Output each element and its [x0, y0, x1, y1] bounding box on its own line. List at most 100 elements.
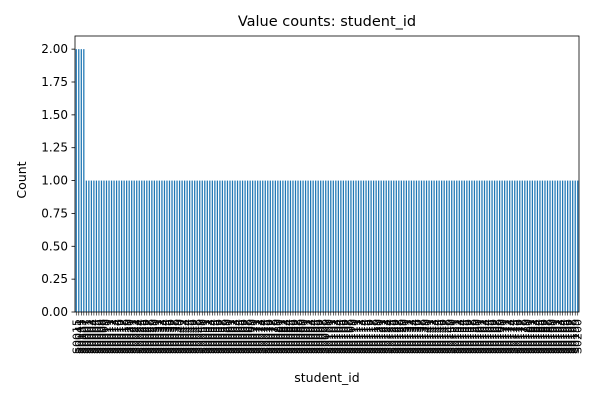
x-tick-label: S0017 [116, 319, 129, 354]
x-tick-label: S0067 [239, 319, 252, 354]
x-tick-label: S0188 [542, 319, 555, 354]
bar [476, 180, 478, 312]
bar [378, 180, 380, 312]
x-tick-label: S0181 [524, 319, 537, 354]
x-tick-label: S0104 [332, 319, 345, 354]
x-tick-label: S0018 [118, 319, 131, 354]
bar [219, 180, 221, 312]
bar [526, 180, 528, 312]
x-tick-label: S0008 [95, 319, 108, 354]
x-tick-label: S0194 [557, 319, 570, 354]
x-tick-label: S0027 [141, 319, 154, 354]
bar [204, 180, 206, 312]
x-tick-label: S0062 [227, 319, 240, 354]
x-tick-label: S0050 [196, 319, 209, 354]
bar [264, 180, 266, 312]
bar [297, 180, 299, 312]
x-tick-label: S0190 [547, 319, 560, 354]
x-tick-label: S0127 [390, 319, 403, 354]
x-tick-label: S0026 [138, 319, 151, 354]
x-tick-label: S0169 [494, 319, 507, 354]
x-tick-label: S0089 [295, 319, 308, 354]
x-tick-label: S0045 [184, 319, 197, 354]
x-tick-label: S0161 [473, 319, 486, 354]
x-tick-label: S0099 [320, 319, 333, 354]
bar [544, 180, 546, 312]
x-tick-label: S0043 [179, 319, 192, 354]
bar [211, 180, 213, 312]
bar [357, 180, 360, 312]
bar [83, 49, 85, 313]
x-tick-label: S0004 [88, 319, 101, 354]
x-tick-label: S0100 [322, 319, 335, 354]
bar [327, 180, 329, 312]
bar [370, 180, 372, 312]
x-tick-label: S0138 [416, 319, 429, 354]
bar [317, 180, 319, 312]
x-tick-label: S0177 [514, 319, 527, 354]
x-tick-label: S0111 [350, 319, 363, 354]
bar [337, 180, 339, 312]
x-tick-label: S0032 [153, 319, 166, 354]
bar [405, 180, 408, 312]
x-tick-label: S0119 [370, 319, 383, 354]
x-tick-label: S0106 [337, 319, 350, 354]
bar [400, 180, 402, 312]
bar [458, 180, 460, 312]
x-tick-label: S0055 [209, 319, 222, 354]
bar [493, 180, 496, 312]
bar [448, 180, 450, 312]
bar [105, 180, 108, 312]
bar [395, 180, 397, 312]
bar [224, 180, 226, 312]
y-tick-label: 1.75 [41, 75, 68, 89]
bar [549, 180, 551, 312]
x-tick-label: S0061 [224, 319, 237, 354]
x-tick-label: S0025 [136, 319, 149, 354]
x-tick-label: S0010 [101, 319, 114, 354]
bar [468, 180, 471, 312]
bar [486, 180, 488, 312]
x-tick-label: S0037 [166, 319, 179, 354]
bar [350, 180, 352, 312]
x-tick-label: S0009 [98, 319, 111, 354]
x-tick-label: S0011 [103, 319, 116, 354]
bar [372, 180, 375, 312]
x-tick-label: S0001 [80, 319, 93, 354]
bar [498, 180, 501, 312]
x-tick-label: S0120 [373, 319, 386, 354]
bar [478, 180, 481, 312]
bar [511, 180, 513, 312]
bar [244, 180, 246, 312]
x-tick-label: S0054 [206, 319, 219, 354]
bar [481, 180, 483, 312]
x-tick-label: S0090 [297, 319, 310, 354]
bar [151, 180, 153, 312]
x-tick-label: S0101 [325, 319, 338, 354]
x-tick-label: S0168 [491, 319, 504, 354]
bar [438, 180, 440, 312]
x-tick-label: S0046 [186, 319, 199, 354]
x-tick-label: S0185 [534, 319, 547, 354]
x-tick-label: S0128 [393, 319, 406, 354]
bar [446, 180, 448, 312]
bar [529, 180, 531, 312]
bar [75, 49, 77, 313]
bar [355, 180, 357, 312]
bar [80, 49, 82, 313]
bar [274, 180, 276, 312]
bar [410, 180, 413, 312]
bar [559, 180, 561, 312]
bar [309, 180, 312, 312]
bar [234, 180, 236, 312]
x-tick-label: S0135 [75, 319, 88, 354]
x-tick-label: S0092 [302, 319, 315, 354]
bar [375, 180, 377, 312]
x-tick-label: S0038 [169, 319, 182, 354]
bar [521, 180, 523, 312]
x-tick-label: S0014 [111, 319, 124, 354]
bar [148, 180, 150, 312]
bar [380, 180, 382, 312]
x-tick-label: S0122 [378, 319, 391, 354]
x-tick-label: S0015 [70, 319, 83, 354]
